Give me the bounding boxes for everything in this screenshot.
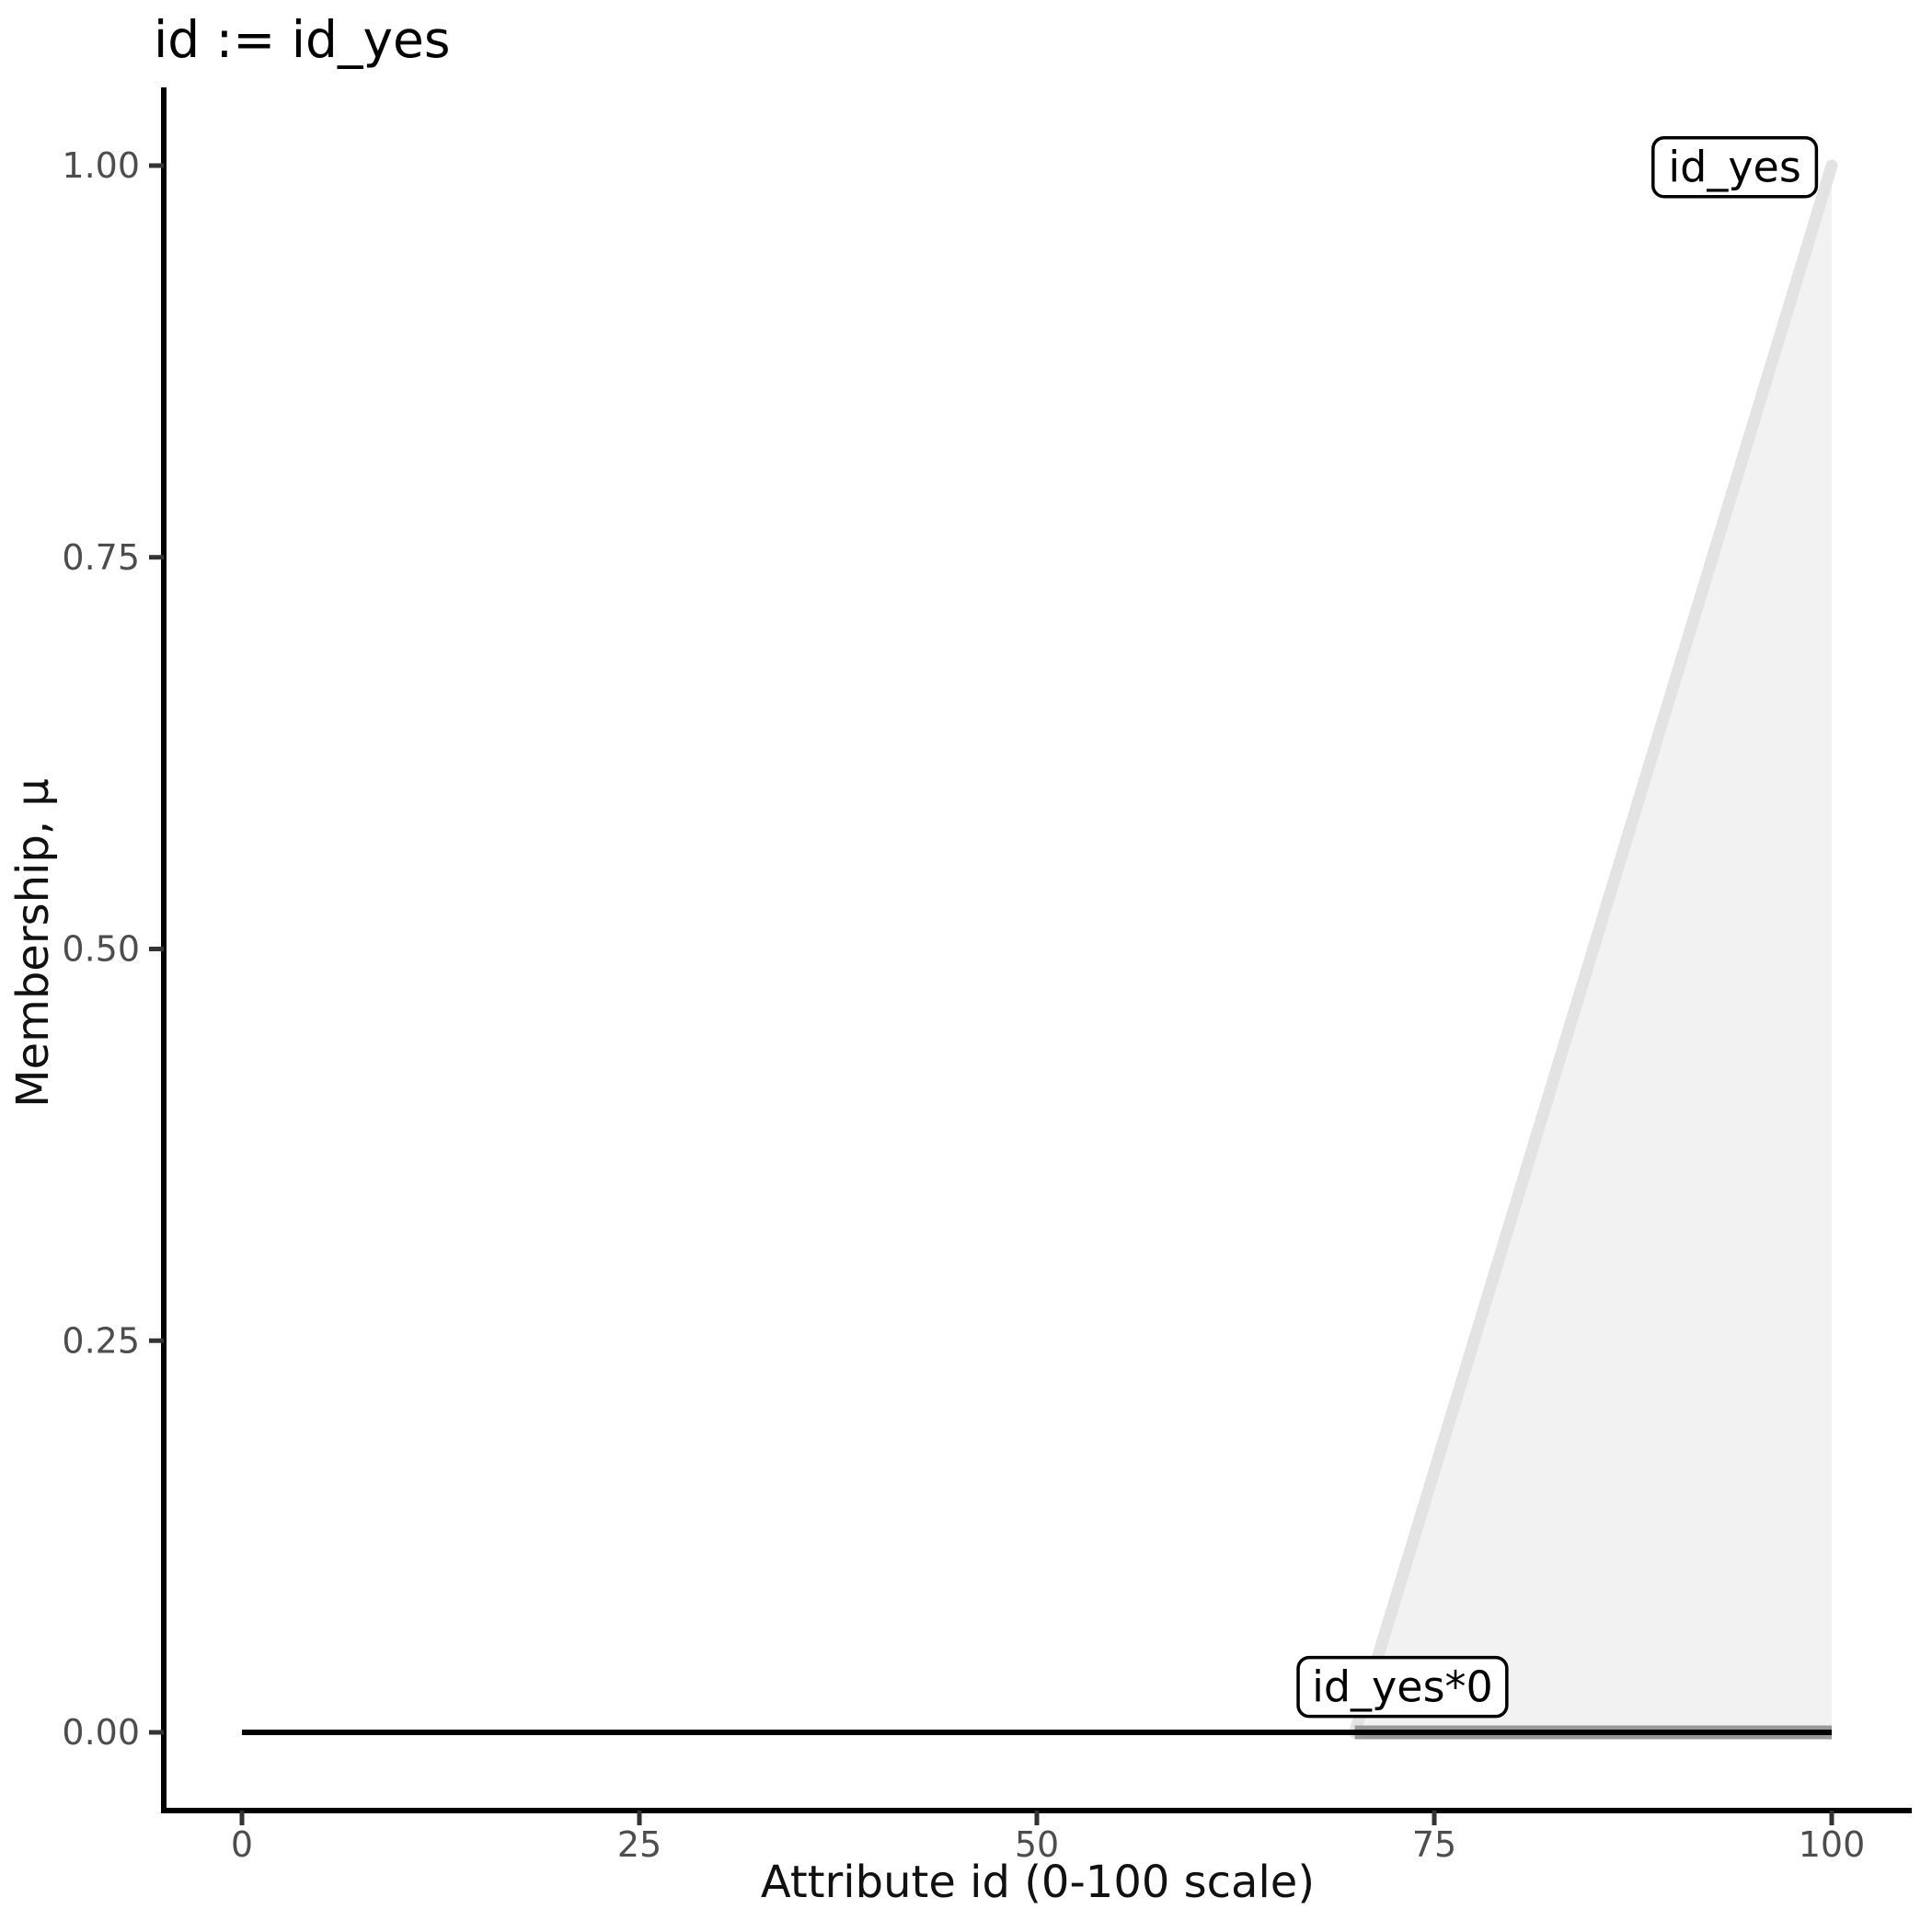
y-tick-label: 0.50: [62, 929, 140, 970]
x-axis-title: Attribute id (0-100 scale): [761, 1857, 1315, 1908]
y-tick-label: 1.00: [62, 145, 140, 186]
x-tick-label: 50: [1015, 1824, 1059, 1865]
chart-data-layer: [242, 159, 1838, 1740]
y-axis-title: Membership, μ: [7, 778, 59, 1108]
chart-title: id := id_yes: [154, 10, 451, 69]
annotation-box: [1296, 1655, 1509, 1719]
annotation-label: id_yes: [1668, 143, 1800, 192]
chart-annotation-layer: id_yes id_yes*0: [1296, 135, 1819, 1719]
x-tick-label: 75: [1412, 1824, 1456, 1865]
chart-axes-layer: 0 25 50 75 100 0.00 0.25 0.50 0.75 1.00: [62, 87, 1912, 1865]
x-tick-label: 100: [1799, 1824, 1866, 1865]
series-line-0: [1349, 159, 1838, 1739]
annotation-label: id_yes*0: [1312, 1662, 1493, 1712]
x-tick-label: 0: [231, 1824, 253, 1865]
x-tick-label: 25: [617, 1824, 661, 1865]
y-tick-label: 0.75: [62, 537, 140, 578]
y-tick-label: 0.00: [62, 1712, 140, 1753]
y-tick-label: 0.25: [62, 1320, 140, 1361]
annotation-box: [1651, 135, 1819, 199]
